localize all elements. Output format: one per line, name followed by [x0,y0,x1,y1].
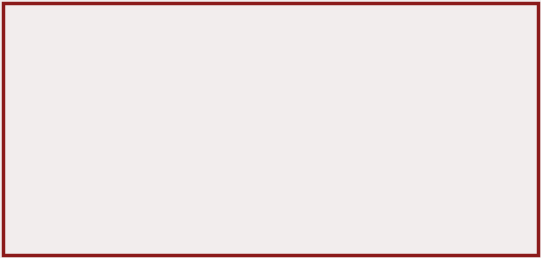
Polygon shape [349,192,359,200]
Polygon shape [272,192,282,200]
Bar [270,12,532,31]
Circle shape [504,206,512,214]
Polygon shape [144,192,154,200]
Polygon shape [169,192,180,200]
Polygon shape [477,192,487,200]
Polygon shape [41,192,51,200]
Polygon shape [16,192,25,200]
Bar [3,233,538,255]
Text: Year 2: Year 2 [202,134,225,143]
Text: GLA
Increases
every year: GLA Increases every year [240,124,281,154]
FancyBboxPatch shape [504,143,517,154]
Bar [270,97,532,117]
Text: 20%: 20% [302,163,324,173]
Circle shape [377,207,382,213]
Polygon shape [426,192,436,200]
Text: 210%: 210% [345,163,373,173]
Text: Premium payment
of ₹30,000 p.a.
for 20 years: Premium payment of ₹30,000 p.a. for 20 y… [15,131,95,163]
Circle shape [247,206,256,214]
Polygon shape [48,172,62,182]
Text: 6,05,769: 6,05,769 [467,60,507,69]
Text: 20: 20 [502,239,514,249]
Polygon shape [246,192,256,200]
Polygon shape [501,211,515,220]
Bar [270,78,532,97]
Text: 15: 15 [373,239,386,249]
Polygon shape [118,192,128,200]
FancyBboxPatch shape [9,119,101,175]
Text: 9,51,923: 9,51,923 [465,102,509,111]
Polygon shape [400,192,411,200]
Text: Year 1: Year 1 [4,239,36,249]
Text: 1%: 1% [176,163,191,173]
Circle shape [18,207,23,213]
Text: Accrued Guaranteed
Loyalty Additions: Accrued Guaranteed Loyalty Additions [275,54,369,74]
Polygon shape [324,192,333,200]
Text: Maturity Benefit: Maturity Benefit [275,17,368,27]
Polygon shape [93,192,102,200]
Polygon shape [195,192,205,200]
Circle shape [505,207,511,213]
Text: Amount (₹): Amount (₹) [456,17,519,27]
Circle shape [121,207,126,213]
Bar [270,50,532,78]
Circle shape [493,158,527,192]
Text: Total Benefit: Total Benefit [275,102,340,111]
Text: 10: 10 [245,239,258,249]
Bar [270,31,532,50]
Circle shape [118,206,128,214]
Bar [103,122,385,180]
Text: Guaranteed Maturity Addition: Guaranteed Maturity Addition [275,83,411,92]
Text: 5: 5 [120,239,127,249]
Circle shape [375,206,384,214]
Text: Year 1: Year 1 [171,134,195,143]
Text: Accrued
Guaranteed
Loyalty
Additions
(GLA): Accrued Guaranteed Loyalty Additions (GL… [113,113,159,165]
Text: Year 20: Year 20 [299,134,327,143]
Polygon shape [375,192,385,200]
Circle shape [16,206,25,214]
Text: Sum Assured: Sum Assured [275,36,334,45]
Circle shape [249,207,254,213]
Text: 57,692: 57,692 [471,83,503,92]
Bar [270,12,532,117]
Polygon shape [298,192,308,200]
Text: 2%: 2% [206,163,221,173]
Polygon shape [221,192,230,200]
Text: Cumulative
GLA: Cumulative GLA [337,129,381,149]
Bar [505,151,515,159]
Text: ₹: ₹ [504,166,516,184]
Text: 2,88,462: 2,88,462 [467,36,507,45]
Polygon shape [67,192,77,200]
Polygon shape [452,192,461,200]
